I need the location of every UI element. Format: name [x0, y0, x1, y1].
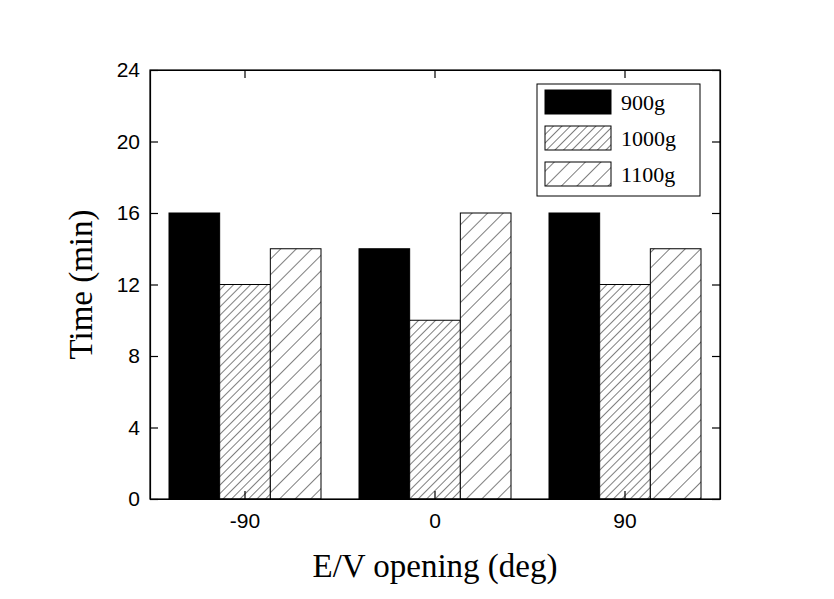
y-tick-mark: [150, 141, 158, 142]
y-tick-label: 8: [128, 344, 140, 367]
y-tick-mark: [150, 427, 158, 428]
y-tick-label: 0: [128, 487, 140, 510]
x-tick-top: [625, 70, 626, 78]
legend-label: 900g: [621, 90, 665, 115]
x-tick-mark: [434, 491, 435, 499]
x-axis-title: E/V opening (deg): [312, 548, 557, 585]
y-tick-mark: [150, 213, 158, 214]
x-axis-top: [151, 70, 721, 78]
x-tick-label: -90: [230, 509, 260, 532]
x-tick-top: [435, 70, 436, 78]
y-tick-label: 24: [117, 58, 141, 81]
bar: [270, 249, 321, 499]
x-axis: -90 0 90: [151, 491, 721, 532]
y-tick-right: [712, 213, 720, 214]
legend-label: 1000g: [621, 126, 676, 151]
y-tick-label: 12: [117, 273, 140, 296]
bar: [410, 320, 461, 499]
x-tick-mark: [434, 70, 435, 78]
bars: [169, 213, 701, 499]
y-tick-mark: [712, 141, 720, 142]
x-tick-top: [245, 70, 246, 78]
y-tick: 0: [128, 487, 158, 510]
axis-line: [720, 71, 721, 500]
y-tick-right: [712, 142, 720, 143]
x-tick-mark: [244, 70, 245, 78]
chart: 0 4 8 12 16 20 24 -90 0 90 E/V opening (deg) Time (…: [0, 0, 834, 599]
x-tick-mark: [624, 491, 625, 499]
bar: [549, 213, 600, 499]
y-axis-title: Time (min): [63, 209, 100, 359]
legend: 900g 1000g 1100g: [537, 84, 700, 196]
y-tick: 20: [117, 130, 158, 153]
legend-swatch: [545, 126, 611, 150]
bar: [460, 213, 511, 499]
legend-swatch: [545, 90, 611, 114]
y-tick: 12: [117, 273, 158, 296]
legend-box: [537, 84, 700, 196]
x-tick-label: 0: [429, 509, 441, 532]
y-tick-label: 4: [128, 416, 140, 439]
y-tick-mark: [712, 284, 720, 285]
y-axis: 0 4 8 12 16 20 24: [117, 58, 158, 510]
bar: [600, 285, 651, 500]
bar: [169, 213, 220, 499]
y-tick-mark: [712, 427, 720, 428]
bar: [359, 249, 410, 499]
x-tick-label: 90: [613, 509, 636, 532]
y-tick-label: 20: [117, 130, 140, 153]
bar: [650, 249, 701, 499]
y-tick-label: 16: [117, 201, 140, 224]
y-tick: 24: [117, 58, 158, 81]
y-tick-mark: [712, 213, 720, 214]
plot-frame: [150, 70, 720, 499]
x-tick: 90: [613, 491, 636, 532]
y-axis-right: [712, 71, 721, 500]
y-tick-mark: [150, 356, 158, 357]
y-tick-mark: [712, 356, 720, 357]
x-tick-mark: [624, 70, 625, 78]
y-tick-right: [712, 356, 720, 357]
y-tick: 8: [128, 344, 158, 367]
y-tick-mark: [150, 284, 158, 285]
bar: [220, 285, 271, 500]
y-tick-right: [712, 428, 720, 429]
y-tick: 16: [117, 201, 158, 224]
x-tick-mark: [244, 491, 245, 499]
y-tick: 4: [128, 416, 158, 439]
legend-swatch: [545, 162, 611, 186]
x-tick: 0: [429, 491, 441, 532]
y-tick-right: [712, 285, 720, 286]
axis-line: [151, 499, 721, 500]
x-tick: -90: [230, 491, 260, 532]
legend-label: 1100g: [621, 162, 675, 187]
